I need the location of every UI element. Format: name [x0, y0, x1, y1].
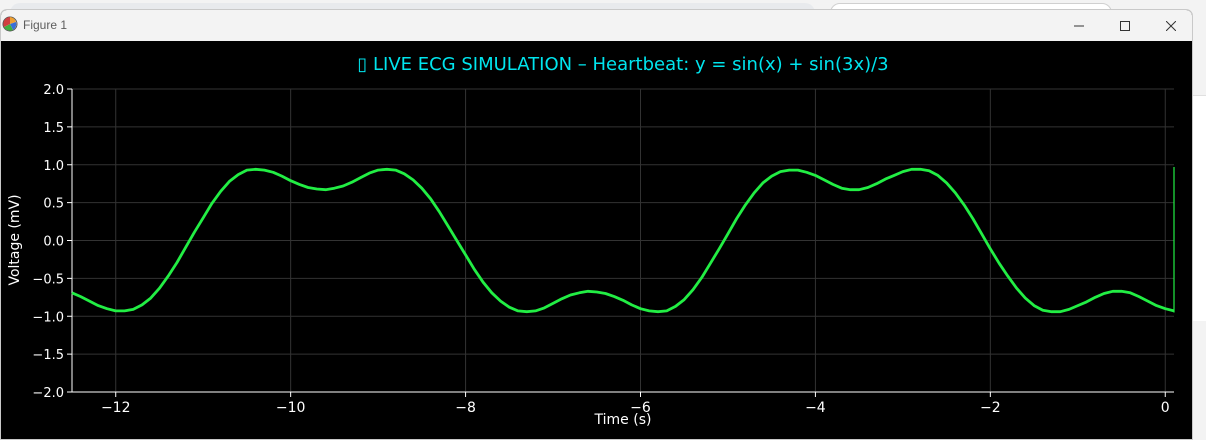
- y-tick-label: 0.5: [43, 197, 64, 212]
- window-title: Figure 1: [23, 18, 68, 32]
- grid-lines: [72, 88, 1174, 393]
- figure-window: Figure 1 −12 −10 −8 −6 −4 −2 0 2.0 1.5 1.0 0.5 0.0…: [0, 9, 1193, 440]
- figure-canvas: −12 −10 −8 −6 −4 −2 0 2.0 1.5 1.0 0.5 0.0 −0.5 −1.0 −…: [1, 41, 1192, 439]
- minimize-icon: [1074, 25, 1084, 26]
- x-tick-label: −6: [630, 400, 651, 416]
- x-axis-label: Time (s): [594, 412, 652, 428]
- matplotlib-app-icon: [2, 16, 18, 32]
- y-axis-label: Voltage (mV): [7, 194, 23, 285]
- y-tick-label: 0.0: [43, 235, 64, 250]
- title-bar[interactable]: Figure 1: [1, 10, 1192, 41]
- close-icon: [1166, 20, 1176, 31]
- x-tick-label: −12: [101, 400, 131, 416]
- ecg-line: [71, 167, 1175, 314]
- ecg-chart: −12 −10 −8 −6 −4 −2 0 2.0 1.5 1.0 0.5 0.0 −0.5 −1.0 −…: [1, 41, 1192, 439]
- x-tick-label: −4: [805, 400, 826, 416]
- x-axis-ticks: −12 −10 −8 −6 −4 −2 0: [101, 392, 1170, 416]
- y-tick-label: 2.0: [43, 83, 64, 98]
- x-tick-label: −2: [980, 400, 1001, 416]
- y-tick-label: −2.0: [32, 386, 64, 401]
- close-button[interactable]: [1148, 10, 1192, 41]
- background-page-strip: [1193, 95, 1206, 321]
- x-tick-label: −10: [276, 400, 306, 416]
- x-tick-label: 0: [1161, 400, 1170, 416]
- chart-title: ▯ LIVE ECG SIMULATION – Heartbeat: y = s…: [357, 54, 888, 75]
- y-tick-label: −1.0: [32, 310, 64, 325]
- maximize-icon: [1120, 20, 1130, 31]
- minimize-button[interactable]: [1056, 10, 1102, 41]
- y-tick-label: −0.5: [32, 272, 64, 287]
- y-axis-ticks: 2.0 1.5 1.0 0.5 0.0 −0.5 −1.0 −1.5 −2.0: [32, 83, 72, 401]
- y-tick-label: −1.5: [32, 348, 64, 363]
- maximize-button[interactable]: [1102, 10, 1148, 41]
- y-tick-label: 1.0: [43, 159, 64, 174]
- y-tick-label: 1.5: [43, 121, 64, 136]
- series-layer: [71, 167, 1175, 314]
- x-tick-label: −8: [455, 400, 476, 416]
